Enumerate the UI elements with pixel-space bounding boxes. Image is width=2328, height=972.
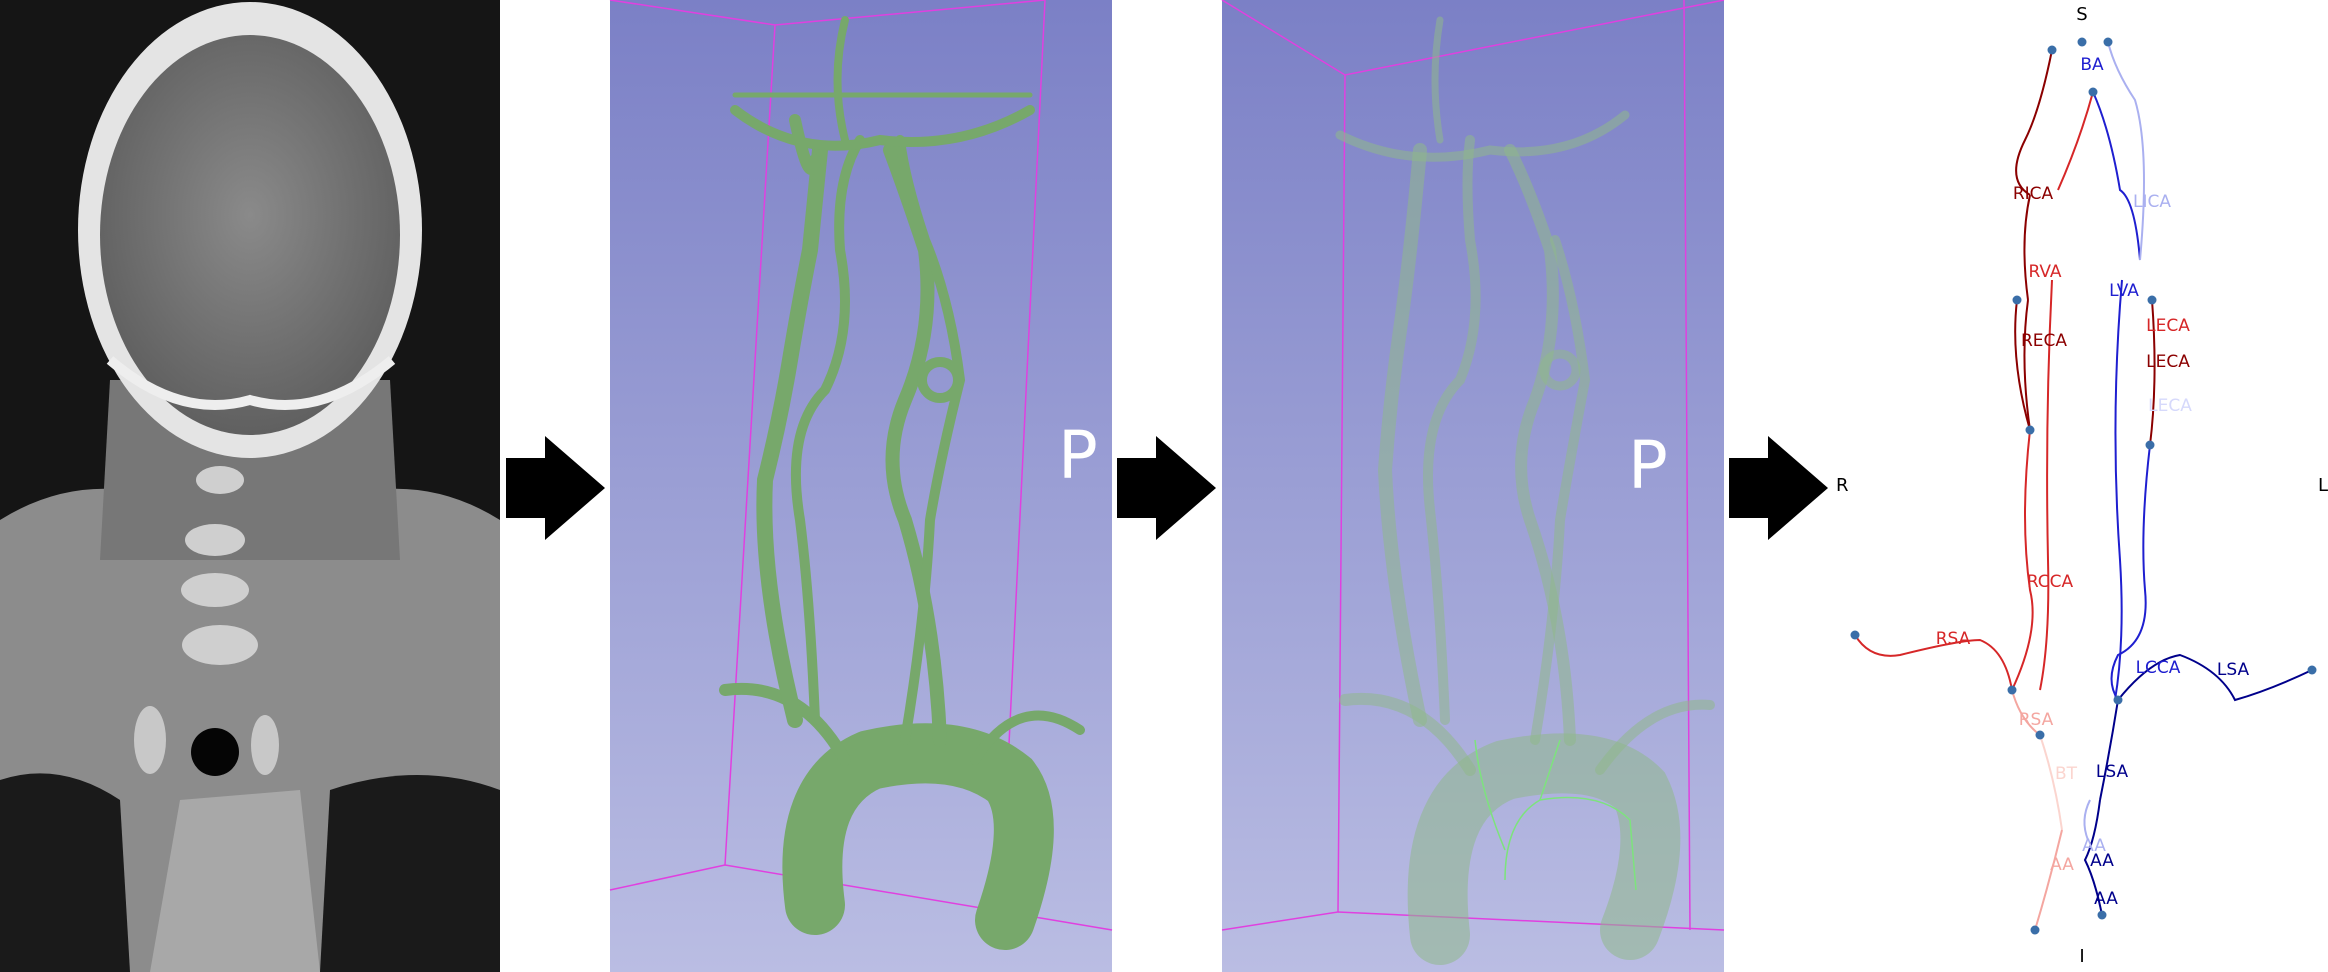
node [2307,665,2317,675]
label-lcca: LCCA [2136,658,2181,678]
ct-vessel-column [150,790,320,972]
label-lsa-1: LSA [2217,660,2250,680]
label-bt: BT [2055,764,2078,784]
label-rsa-2: RSA [2019,710,2054,730]
graph-nodes [1850,37,2317,935]
centerline-panel: P [1221,0,1725,972]
centerline-orientation-marker: P [1628,427,1668,504]
node [1850,630,1860,640]
ct-carotid-left [251,715,279,775]
axis-label-right: R [1836,475,1849,496]
label-lsa-2: LSA [2096,762,2129,782]
arrow-3-icon [1729,436,1828,540]
edge-rica-upper [2015,49,2053,196]
edge-leca [2149,299,2156,446]
label-leca-1: LECA [2146,316,2190,336]
ct-left-lung [0,773,130,972]
label-rsa-1: RSA [1936,629,1971,649]
centerline-bounding-box [1221,0,1725,931]
node [2103,37,2113,47]
mesh-vessel-tree [719,16,1085,950]
ct-right-lung [320,775,500,972]
edge-bt [2039,734,2063,831]
graph-edges [1854,41,2313,931]
node [2025,425,2035,435]
label-leca-2: LECA [2146,352,2190,372]
edge-reca [2014,299,2031,431]
label-aa-1: AA [2082,836,2106,856]
label-aa-3: AA [2050,855,2074,875]
label-rica: RICA [2013,184,2054,204]
translucent-vessel-tree [1335,16,1715,965]
label-leca-3: LECA [2148,396,2192,416]
ct-trachea [191,728,239,776]
edge-lica-upper [2107,41,2145,261]
node [2035,730,2045,740]
label-aa-4: AA [2094,889,2118,909]
node [2147,295,2157,305]
ct-brain [100,35,400,435]
label-lva: LVA [2109,281,2139,301]
label-rva: RVA [2028,262,2061,282]
label-rcca: RCCA [2027,572,2074,592]
edge-rcca [2011,429,2034,691]
node [2012,295,2022,305]
edge-rsa [1854,634,2013,691]
axis-label-inferior: I [2079,946,2084,967]
node [2047,45,2057,55]
edge-lsa [2117,653,2313,702]
edge-lcca [2110,444,2151,701]
graph-labels: BA RICA LICA RVA LVA RECA LECA LECA LECA… [1936,55,2250,909]
edge-lsa-lower [2099,699,2119,801]
node [2077,37,2087,47]
node [2113,695,2123,705]
mesh-orientation-marker: P [1058,417,1098,494]
edge-ba-lica [2092,91,2141,261]
node [2145,440,2155,450]
node [2088,87,2098,97]
extracted-centerlines [1474,739,1637,891]
arrow-1-icon [506,436,605,540]
label-reca: RECA [2021,331,2067,351]
edge-rica-lower [2023,299,2031,431]
edge-ba-rica [2057,91,2094,191]
vessel-graph-panel: S I R L [1836,4,2328,967]
edge-lva [2114,279,2123,701]
arrow-2-icon [1117,436,1216,540]
label-ba: BA [2080,55,2104,75]
label-lica: LICA [2133,192,2171,212]
label-aa-2: AA [2090,851,2114,871]
edge-rva [2039,279,2053,691]
ct-carotid-right [134,706,166,774]
axis-label-superior: S [2076,4,2087,25]
edge-rica [2023,194,2031,301]
edge-aa-pale [2083,799,2091,841]
ct-spine [181,466,258,665]
node [2097,910,2107,920]
node [2007,685,2017,695]
axis-label-left: L [2318,475,2328,496]
edge-aa-left [2083,799,2103,916]
ct-scan-panel [0,0,500,972]
node [2030,925,2040,935]
ct-skull-base [106,356,396,410]
edge-aa-right [2034,829,2063,931]
mesh-panel: P [609,0,1113,972]
